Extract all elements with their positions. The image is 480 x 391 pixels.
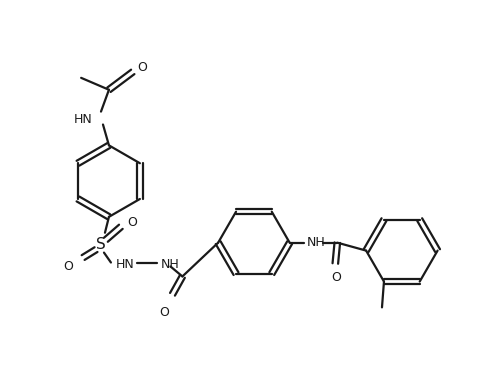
Text: NH: NH [161, 258, 180, 271]
Text: O: O [160, 306, 169, 319]
Text: NH: NH [307, 236, 326, 249]
Text: O: O [127, 216, 137, 229]
Text: HN: HN [116, 258, 134, 271]
Text: S: S [96, 237, 106, 252]
Text: O: O [331, 271, 341, 284]
Text: HN: HN [73, 113, 92, 126]
Text: O: O [63, 260, 73, 273]
Text: O: O [137, 61, 147, 74]
